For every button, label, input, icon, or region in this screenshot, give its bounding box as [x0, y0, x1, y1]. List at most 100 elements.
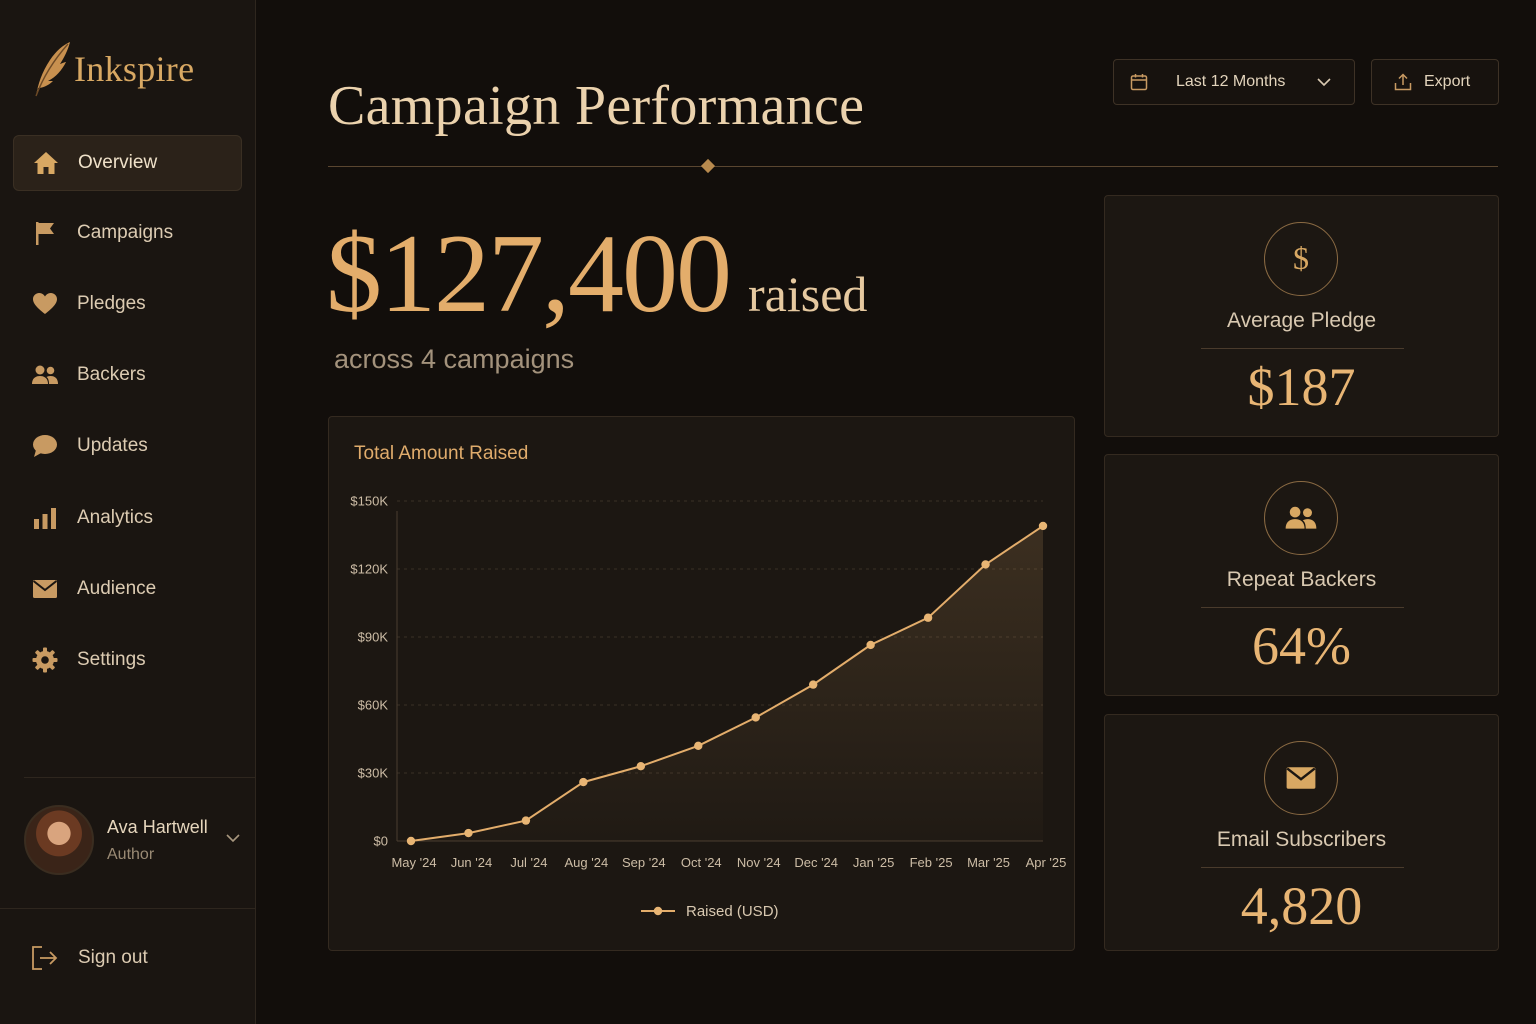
sidebar-item-label: Audience	[77, 578, 157, 599]
sidebar-item-pledges[interactable]: Pledges	[13, 276, 242, 332]
mail-icon	[31, 575, 59, 603]
data-point	[521, 816, 531, 825]
sign-out-button[interactable]: Sign out	[30, 945, 148, 971]
user-role: Author	[107, 845, 155, 863]
sidebar-item-audience[interactable]: Audience	[13, 561, 242, 617]
dollar-icon: $	[1264, 222, 1338, 296]
sidebar-item-label: Backers	[77, 364, 146, 385]
date-range-dropdown[interactable]: Last 12 Months	[1113, 59, 1355, 105]
stat-card-average-pledge: $ Average Pledge $187	[1104, 195, 1499, 437]
sidebar-item-settings[interactable]: Settings	[13, 632, 242, 688]
stat-label: Repeat Backers	[1226, 568, 1377, 591]
data-point	[751, 713, 760, 722]
legend-swatch-point	[653, 906, 663, 916]
sidebar-item-label: Analytics	[77, 507, 154, 528]
sign-out-icon	[32, 946, 58, 970]
app-logo[interactable]: Inkspire	[30, 40, 194, 98]
chevron-down-icon[interactable]	[226, 834, 240, 843]
stat-divider	[1201, 607, 1404, 608]
divider-ornament	[700, 158, 716, 174]
y-tick-label: $90K	[358, 630, 389, 645]
stat-value: 4,820	[1240, 876, 1363, 936]
y-tick-label: $30K	[358, 766, 389, 781]
x-tick-label: Sep '24	[622, 855, 666, 870]
sidebar-item-label: Pledges	[77, 293, 146, 314]
stat-label: Average Pledge	[1226, 309, 1377, 332]
x-tick-label: Aug '24	[565, 855, 609, 870]
sidebar: Inkspire Overview Campaigns Pledges Back…	[0, 0, 256, 1024]
page-title: Campaign Performance	[328, 75, 865, 137]
x-tick-label: Feb '25	[910, 855, 953, 870]
sidebar-item-updates[interactable]: Updates	[13, 418, 242, 474]
chart-title: Total Amount Raised	[354, 443, 529, 464]
export-button[interactable]: Export	[1371, 59, 1499, 105]
x-tick-label: Oct '24	[681, 855, 722, 870]
mail-icon	[1264, 741, 1338, 815]
x-tick-label: Dec '24	[794, 855, 838, 870]
chevron-down-icon	[1317, 77, 1331, 86]
data-point	[579, 777, 588, 787]
data-point	[981, 560, 990, 569]
data-point	[464, 828, 473, 838]
x-tick-label: May '24	[391, 855, 436, 870]
data-point	[406, 836, 416, 846]
line-chart: $0 $30K $60K $90K $120K $150K May '24 Jun '24 Ju…	[350, 494, 1067, 921]
x-tick-label: Jul '24	[510, 855, 547, 870]
stat-card-repeat-backers: Repeat Backers 64%	[1104, 454, 1499, 696]
y-tick-label: $150K	[350, 494, 388, 509]
app-name: Inkspire	[74, 49, 195, 89]
total-raised-amount: $127,400	[326, 212, 732, 336]
feather-quill-icon	[35, 42, 70, 97]
y-tick-label: $120K	[350, 562, 388, 577]
sidebar-item-campaigns[interactable]: Campaigns	[13, 205, 242, 261]
stat-value: $187	[1247, 357, 1356, 417]
x-tick-label: Jan '25	[853, 855, 895, 870]
user-profile[interactable]: Ava Hartwell Author	[24, 804, 246, 876]
total-raised-subtitle: across 4 campaigns	[334, 344, 575, 374]
chat-bubble-icon	[31, 432, 59, 460]
total-raised: $127,400 raised	[326, 210, 867, 339]
total-raised-suffix: raised	[748, 266, 868, 322]
svg-text:$: $	[1293, 242, 1309, 276]
sign-out-label: Sign out	[78, 947, 148, 968]
users-icon	[1264, 481, 1338, 555]
data-point	[808, 680, 818, 689]
sidebar-item-overview[interactable]: Overview	[13, 135, 242, 191]
series-line	[410, 525, 1044, 842]
header-divider	[328, 166, 1498, 167]
data-point	[1038, 521, 1048, 531]
data-point	[694, 741, 703, 750]
sidebar-divider	[0, 908, 255, 909]
data-point	[636, 762, 646, 771]
x-tick-label: Nov '24	[737, 855, 781, 870]
home-icon	[32, 149, 60, 177]
sidebar-item-label: Updates	[77, 435, 148, 456]
sidebar-item-label: Overview	[78, 152, 158, 173]
stat-divider	[1201, 867, 1404, 868]
stat-value: 64%	[1252, 616, 1351, 676]
gear-icon	[31, 646, 59, 674]
x-tick-label: Apr '25	[1026, 855, 1067, 870]
y-tick-label: $60K	[358, 698, 389, 713]
legend-label: Raised (USD)	[686, 903, 779, 920]
sidebar-divider	[24, 777, 255, 778]
x-tick-label: Mar '25	[967, 855, 1010, 870]
stat-card-email-subscribers: Email Subscribers 4,820	[1104, 714, 1499, 951]
bar-chart-icon	[31, 504, 59, 532]
flag-icon	[31, 219, 59, 247]
upload-icon	[1394, 73, 1412, 91]
stat-label: Email Subscribers	[1216, 828, 1387, 851]
data-point	[866, 640, 875, 650]
sidebar-item-label: Campaigns	[77, 222, 174, 243]
users-icon	[31, 361, 59, 389]
calendar-icon	[1130, 74, 1148, 91]
sidebar-item-backers[interactable]: Backers	[13, 347, 242, 403]
stat-divider	[1201, 348, 1404, 349]
avatar	[24, 805, 94, 875]
export-label: Export	[1424, 73, 1471, 90]
data-point	[923, 613, 933, 622]
user-name: Ava Hartwell	[107, 816, 208, 837]
heart-icon	[31, 290, 59, 318]
sidebar-item-label: Settings	[77, 649, 146, 670]
sidebar-item-analytics[interactable]: Analytics	[13, 490, 242, 546]
